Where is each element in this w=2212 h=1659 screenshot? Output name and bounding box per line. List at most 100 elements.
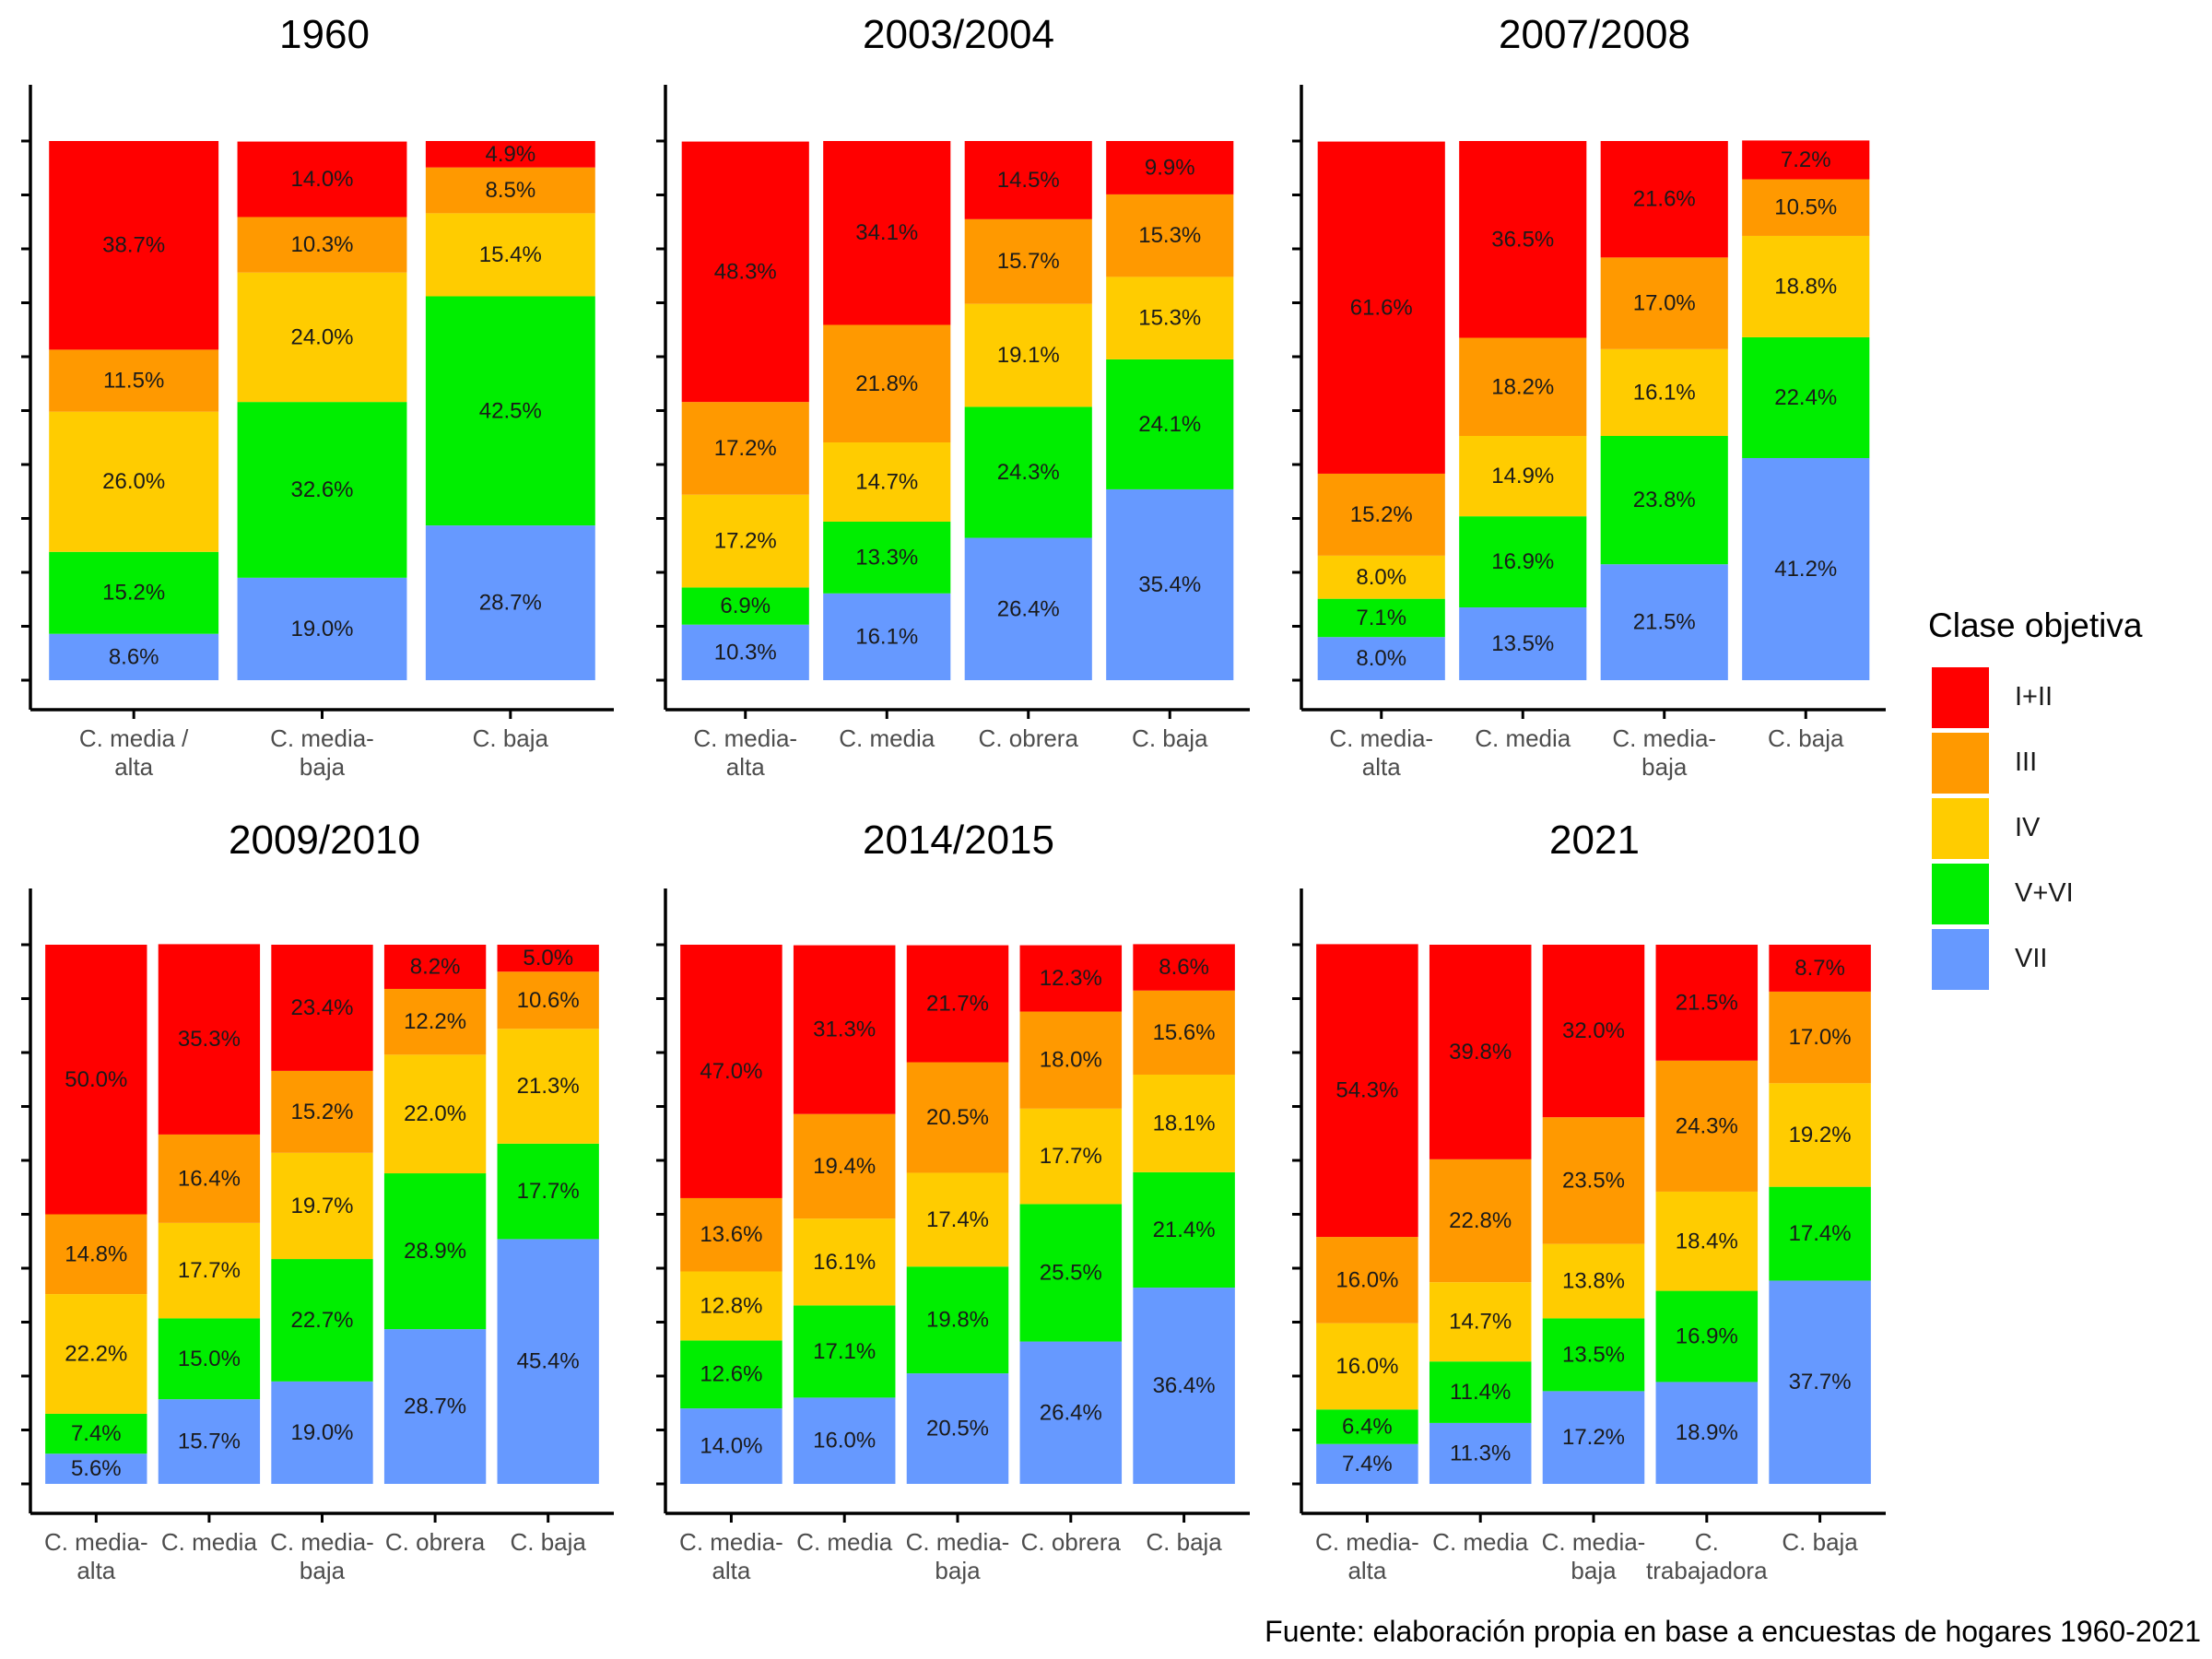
bar-c-obrera: 26.4% 24.3% 19.1% 15.7% 14.5% — [964, 141, 1092, 680]
bar-c-media-alta: 8.6% 15.2% 26.0% 11.5% 38.7% — [49, 141, 219, 680]
bar-segment-v-vi — [237, 402, 407, 578]
data-label: 16.1% — [1633, 380, 1696, 405]
data-label: 12.3% — [1040, 966, 1102, 991]
legend-key-v-vi — [1932, 864, 1989, 924]
bar-segment-v-vi — [1106, 359, 1234, 489]
data-label: 11.5% — [103, 369, 164, 394]
legend-item-iii: III — [1928, 733, 2205, 798]
data-label: 16.1% — [813, 1250, 876, 1275]
data-label: 23.8% — [1633, 488, 1696, 512]
bar-segment-iv — [497, 1029, 599, 1144]
x-tick-label: C. media-alta — [679, 1528, 783, 1584]
data-label: 20.5% — [926, 1105, 989, 1130]
bar-segment-v-vi — [1316, 1409, 1418, 1444]
bar-segment-iv — [158, 1222, 261, 1319]
panel-title: 2009/2010 — [229, 818, 420, 863]
data-label: 10.3% — [290, 232, 353, 257]
data-label: 47.0% — [700, 1059, 762, 1084]
bar-segment-iv — [964, 303, 1092, 407]
bar-segment-vii — [681, 624, 809, 680]
legend-label-iii: III — [2015, 747, 2038, 777]
bar-segment-v-vi — [1769, 1186, 1871, 1281]
data-label: 16.9% — [1491, 549, 1554, 574]
data-label: 10.3% — [714, 640, 777, 665]
x-tick-label: C. media-baja — [270, 1528, 374, 1584]
panel-1960: 1960 8.6% 15.2% 26.0% 11.5% 38.7% 19.0% 32.6% 24… — [21, 12, 614, 781]
data-label: 17.0% — [1789, 1025, 1852, 1050]
bar-c-media: 13.5% 16.9% 14.9% 18.2% 36.5% — [1459, 141, 1587, 680]
data-label: 32.6% — [290, 477, 353, 502]
bar-c-media: 16.0% 17.1% 16.1% 19.4% 31.3% — [793, 945, 896, 1484]
bar-segment-i-ii — [1600, 141, 1728, 258]
bar-segment-iii — [497, 971, 599, 1030]
bar-segment-vii — [1316, 1443, 1418, 1484]
data-label: 5.6% — [71, 1456, 122, 1481]
legend-item-iv: IV — [1928, 798, 2205, 864]
data-label: 28.7% — [404, 1394, 466, 1419]
legend-item-vii: VII — [1928, 929, 2205, 994]
bar-segment-i-ii — [1317, 141, 1445, 474]
bar-segment-vii — [1019, 1341, 1123, 1484]
legend-item-v-vi: V+VI — [1928, 864, 2205, 929]
bar-segment-i-ii — [1106, 141, 1234, 194]
bar-segment-iv — [1769, 1083, 1871, 1187]
bar-segment-vii — [1106, 488, 1234, 680]
data-label: 15.2% — [102, 581, 165, 606]
bar-segment-i-ii — [425, 141, 595, 168]
bar-segment-iii — [237, 217, 407, 273]
bar-segment-iv — [383, 1054, 487, 1174]
bar-segment-iii — [1542, 1117, 1645, 1244]
bar-c-media-baja: 19.0% 32.6% 24.0% 10.3% 14.0% — [237, 141, 407, 680]
x-tick-label: C. media-baja — [270, 724, 374, 781]
bar-segment-i-ii — [906, 945, 1009, 1063]
bar-c-baja: 35.4% 24.1% 15.3% 15.3% 9.9% — [1106, 141, 1234, 680]
x-tick-label: C. obrera — [979, 724, 1079, 752]
data-label: 48.3% — [714, 259, 777, 284]
legend-key-vii — [1932, 929, 1989, 990]
bar-segment-iv — [425, 213, 595, 297]
bar-segment-vii — [383, 1329, 487, 1484]
data-label: 12.6% — [700, 1362, 762, 1387]
data-label: 8.7% — [1794, 956, 1845, 981]
data-label: 42.5% — [479, 398, 542, 423]
bar-segment-vii — [49, 633, 219, 680]
bar-c-baja: 28.7% 42.5% 15.4% 8.5% 4.9% — [425, 141, 595, 680]
bar-segment-iii — [271, 1070, 373, 1153]
bar-segment-iii — [1600, 257, 1728, 349]
bar-segment-vii — [964, 537, 1092, 680]
bar-segment-v-vi — [1019, 1204, 1123, 1342]
data-label: 25.5% — [1040, 1260, 1102, 1285]
data-label: 17.1% — [813, 1339, 876, 1364]
bar-segment-vii — [906, 1373, 1009, 1484]
bar-c-media-alta: 14.0% 12.6% 12.8% 13.6% 47.0% — [680, 945, 782, 1484]
bar-c-media-alta: 8.0% 7.1% 8.0% 15.2% 61.6% — [1317, 141, 1445, 680]
x-tick-label: C. media — [796, 1528, 893, 1556]
data-label: 16.0% — [813, 1429, 876, 1453]
data-label: 5.0% — [523, 946, 573, 971]
bar-segment-vii — [237, 577, 407, 680]
bar-segment-i-ii — [1742, 140, 1870, 180]
data-label: 50.0% — [65, 1067, 127, 1092]
data-label: 28.9% — [404, 1239, 466, 1264]
data-label: 17.7% — [1040, 1144, 1102, 1169]
bar-segment-iii — [1742, 179, 1870, 236]
bar-segment-v-vi — [680, 1340, 782, 1409]
data-label: 15.3% — [1138, 306, 1201, 331]
data-label: 15.2% — [290, 1100, 353, 1124]
data-label: 16.4% — [178, 1166, 241, 1191]
data-label: 26.4% — [997, 596, 1060, 621]
x-tick-label: C. media-baja — [1612, 724, 1716, 781]
bar-segment-v-vi — [1429, 1361, 1532, 1423]
data-label: 24.1% — [1138, 412, 1201, 437]
data-label: 8.0% — [1356, 646, 1406, 671]
bar-c-media-baja: 19.0% 22.7% 19.7% 15.2% 23.4% — [271, 945, 373, 1484]
data-label: 14.5% — [997, 168, 1060, 193]
bar-segment-iii — [1316, 1237, 1418, 1324]
data-label: 16.0% — [1335, 1354, 1398, 1379]
data-label: 6.9% — [720, 594, 771, 618]
data-label: 21.7% — [926, 992, 989, 1017]
data-label: 36.4% — [1153, 1373, 1216, 1398]
data-label: 22.0% — [404, 1101, 466, 1126]
bar-segment-i-ii — [497, 945, 599, 972]
panel-title: 2014/2015 — [863, 818, 1054, 863]
